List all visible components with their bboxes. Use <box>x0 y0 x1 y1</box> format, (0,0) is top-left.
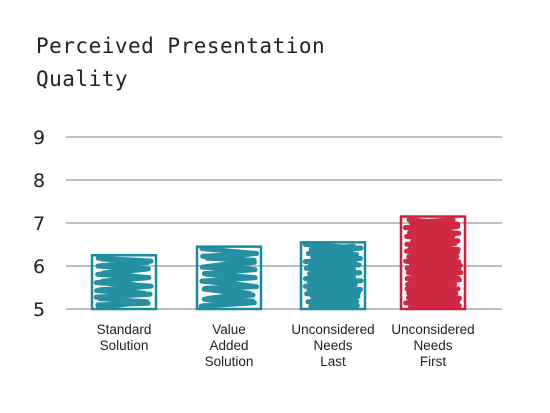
x-tick-label-2: Value Added Solution <box>205 322 254 369</box>
y-tick-label-9: 9 <box>33 127 45 149</box>
x-tick-label-3-line-3: Last <box>320 354 346 369</box>
x-tick-label-2-line-1: Value <box>212 322 246 337</box>
bar-1-scribble <box>93 255 154 310</box>
x-tick-label-3-line-2: Needs <box>313 338 352 353</box>
chart-title-line-2: Quality <box>36 67 129 91</box>
x-tick-label-4-line-2: Needs <box>413 338 452 353</box>
bar-4-outline <box>399 215 467 311</box>
bar-2-scribble <box>198 246 260 309</box>
bar-3 <box>299 241 367 311</box>
x-tick-label-1-line-2: Solution <box>100 338 149 353</box>
x-tick-label-1-line-1: Standard <box>97 322 152 337</box>
x-tick-label-4-line-1: Unconsidered <box>391 322 474 337</box>
y-tick-label-6: 6 <box>33 256 45 278</box>
bar-3-scribble <box>302 241 364 310</box>
x-tick-label-4: Unconsidered Needs First <box>391 322 474 369</box>
bar-3-outline <box>299 241 367 311</box>
x-tick-label-2-line-2: Added <box>209 338 248 353</box>
bar-2 <box>195 245 263 311</box>
bar-1-outline <box>90 254 158 311</box>
bar-4 <box>399 215 467 311</box>
chart-title: Perceived Presentation Quality <box>36 30 356 96</box>
bar-2-outline <box>195 245 263 311</box>
y-tick-label-7: 7 <box>33 213 45 235</box>
chart-title-line-1: Perceived Presentation <box>36 34 326 58</box>
x-tick-label-3: Unconsidered Needs Last <box>291 322 374 369</box>
bar-4-scribble <box>402 217 464 310</box>
bar-1 <box>90 254 158 311</box>
x-tick-label-3-line-1: Unconsidered <box>291 322 374 337</box>
y-tick-label-8: 8 <box>33 170 45 192</box>
x-tick-label-1: Standard Solution <box>97 322 152 353</box>
y-tick-label-5: 5 <box>33 299 45 321</box>
x-tick-label-4-line-3: First <box>420 354 446 369</box>
x-tick-label-2-line-3: Solution <box>205 354 254 369</box>
